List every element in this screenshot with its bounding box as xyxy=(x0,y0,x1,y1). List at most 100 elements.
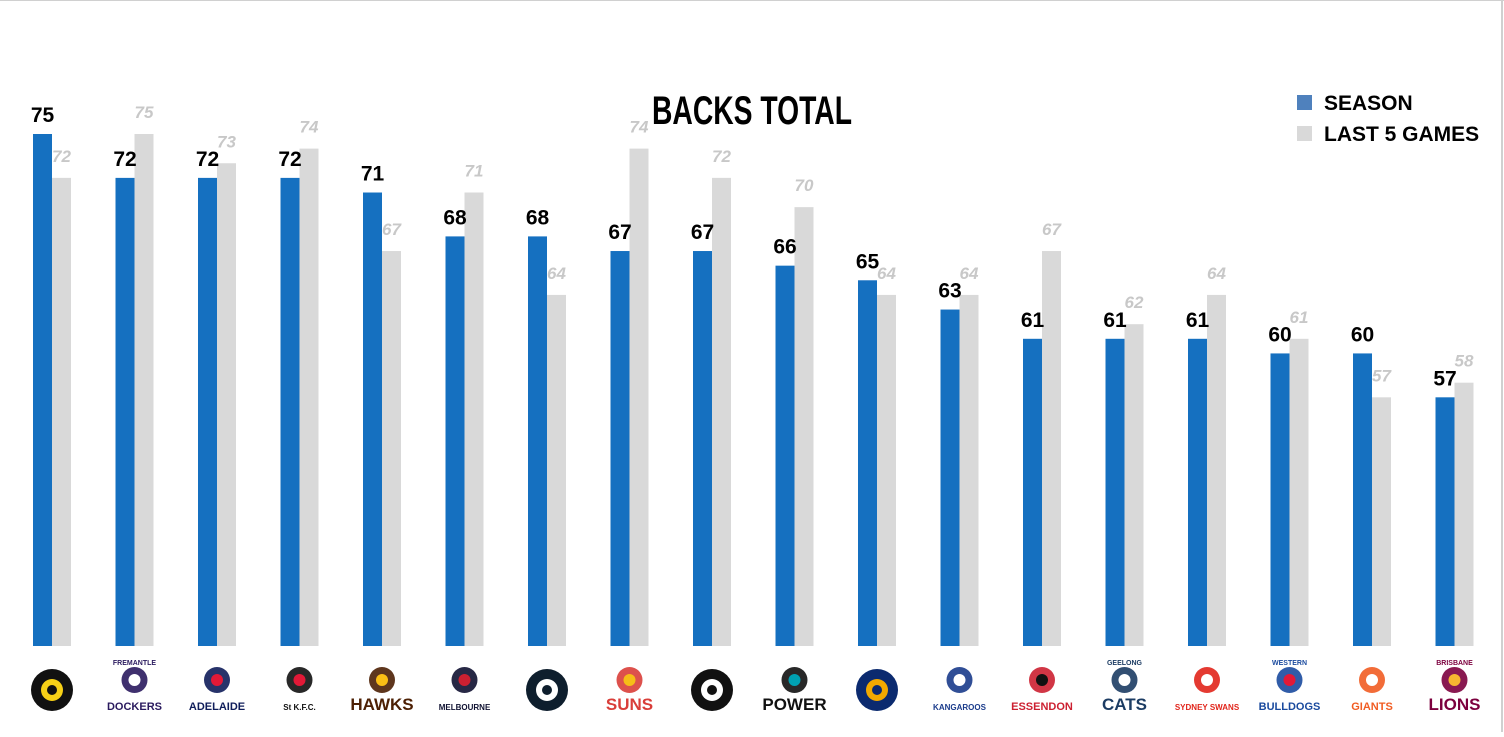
bar-season-hawthorn xyxy=(363,192,382,646)
label-last5-fremantle: 75 xyxy=(135,103,154,122)
power-icon: POWER xyxy=(762,667,827,714)
label-last5-adelaide: 73 xyxy=(217,132,236,151)
label-last5-essendon: 67 xyxy=(1042,220,1062,239)
label-season-gold-coast: 67 xyxy=(608,221,631,244)
bar-last5-fremantle xyxy=(134,134,154,646)
label-last5-melbourne: 71 xyxy=(465,162,484,181)
label-season-adelaide: 72 xyxy=(196,148,219,171)
svg-text:MELBOURNE: MELBOURNE xyxy=(439,703,491,712)
bar-season-brisbane xyxy=(1435,397,1455,646)
bar-season-adelaide xyxy=(198,177,217,646)
label-season-western-bulldogs: 60 xyxy=(1268,323,1291,346)
label-last5-gws: 57 xyxy=(1372,366,1392,385)
bar-season-gws xyxy=(1353,353,1372,646)
bar-season-sydney xyxy=(1188,338,1207,646)
legend-label-last5: LAST 5 GAMES xyxy=(1324,123,1479,146)
bar-season-port-adelaide xyxy=(775,265,795,646)
label-last5-collingwood: 72 xyxy=(712,147,731,166)
svg-text:St K.F.C.: St K.F.C. xyxy=(283,703,315,712)
bar-last5-melbourne xyxy=(464,192,484,646)
label-season-west-coast: 65 xyxy=(856,250,880,273)
label-last5-north-melbourne: 64 xyxy=(960,264,979,283)
magpie-icon xyxy=(691,669,733,711)
label-season-richmond: 75 xyxy=(31,104,55,127)
bar-season-richmond xyxy=(33,134,52,646)
bar-last5-gold-coast xyxy=(629,148,649,646)
bar-season-collingwood xyxy=(693,251,712,646)
bar-season-western-bulldogs xyxy=(1270,353,1290,646)
label-last5-sydney: 64 xyxy=(1207,264,1226,283)
bar-last5-hawthorn xyxy=(382,251,401,646)
bar-last5-collingwood xyxy=(712,177,731,646)
svg-text:GEELONG: GEELONG xyxy=(1107,660,1143,667)
svg-text:FREMANTLE: FREMANTLE xyxy=(113,660,156,667)
label-last5-st-kilda: 74 xyxy=(300,118,319,137)
label-last5-west-coast: 64 xyxy=(877,264,896,283)
bar-last5-north-melbourne xyxy=(959,294,979,646)
label-season-gws: 60 xyxy=(1351,323,1374,346)
legend-swatch-season xyxy=(1297,95,1312,110)
bar-season-st-kilda xyxy=(280,177,300,646)
bar-last5-carlton xyxy=(547,294,566,646)
bar-last5-richmond xyxy=(52,177,71,646)
label-last5-western-bulldogs: 61 xyxy=(1290,308,1309,327)
kangaroo-icon: KANGAROOS xyxy=(933,667,987,712)
melbourne-shield-icon: MELBOURNE xyxy=(439,667,491,712)
bar-season-gold-coast xyxy=(610,251,630,646)
svg-text:HAWKS: HAWKS xyxy=(350,695,413,714)
svg-text:KANGAROOS: KANGAROOS xyxy=(933,703,987,712)
swan-icon: SYDNEY SWANS xyxy=(1175,667,1240,712)
tiger-icon xyxy=(31,669,73,711)
bars-group xyxy=(33,134,1474,646)
bar-season-fremantle xyxy=(115,177,135,646)
svg-text:DOCKERS: DOCKERS xyxy=(107,701,162,713)
bar-season-west-coast xyxy=(858,280,877,646)
label-season-carlton: 68 xyxy=(526,206,550,229)
bar-season-melbourne xyxy=(445,236,465,646)
label-season-north-melbourne: 63 xyxy=(938,280,961,303)
bar-season-carlton xyxy=(528,236,547,646)
label-season-fremantle: 72 xyxy=(113,148,136,171)
bulldog-icon: WESTERN BULLDOGS xyxy=(1259,660,1321,713)
bar-last5-adelaide xyxy=(217,163,236,646)
cat-icon: GEELONG CATS xyxy=(1102,660,1147,714)
label-last5-carlton: 64 xyxy=(547,264,566,283)
legend-swatch-last5 xyxy=(1297,126,1312,141)
label-season-brisbane: 57 xyxy=(1433,367,1456,390)
label-season-essendon: 61 xyxy=(1021,309,1045,332)
bar-last5-western-bulldogs xyxy=(1289,338,1309,646)
label-last5-geelong: 62 xyxy=(1125,293,1144,312)
bar-last5-geelong xyxy=(1124,324,1144,646)
legend-label-season: SEASON xyxy=(1324,92,1413,115)
label-last5-port-adelaide: 70 xyxy=(795,176,814,195)
bar-last5-west-coast xyxy=(877,294,896,646)
svg-text:WESTERN: WESTERN xyxy=(1272,660,1307,667)
giants-icon: GIANTS xyxy=(1351,667,1393,713)
label-last5-hawthorn: 67 xyxy=(382,220,402,239)
sun-icon: SUNS xyxy=(606,667,653,714)
carlton-monogram-icon xyxy=(526,669,568,711)
svg-text:BRISBANE: BRISBANE xyxy=(1436,660,1473,667)
label-last5-brisbane: 58 xyxy=(1455,352,1474,371)
svg-text:SUNS: SUNS xyxy=(606,695,653,714)
crow-icon: ADELAIDE xyxy=(189,667,245,713)
bomber-icon: ESSENDON xyxy=(1011,667,1073,713)
svg-text:CATS: CATS xyxy=(1102,695,1147,714)
bar-last5-sydney xyxy=(1207,294,1226,646)
bar-last5-port-adelaide xyxy=(794,207,814,646)
svg-text:ADELAIDE: ADELAIDE xyxy=(189,701,245,713)
label-season-hawthorn: 71 xyxy=(361,163,385,186)
label-last5-gold-coast: 74 xyxy=(630,118,649,137)
team-logos-group: FREMANTLE DOCKERS ADELAIDE St K.F.C. HAWKS ME… xyxy=(31,660,1480,714)
bar-season-geelong xyxy=(1105,338,1125,646)
bar-last5-essendon xyxy=(1042,251,1061,646)
hawk-icon: HAWKS xyxy=(350,667,414,714)
svg-text:POWER: POWER xyxy=(762,695,826,714)
bar-last5-brisbane xyxy=(1454,382,1474,646)
label-season-port-adelaide: 66 xyxy=(773,236,796,259)
label-season-st-kilda: 72 xyxy=(278,148,301,171)
cross-shield-icon: St K.F.C. xyxy=(283,667,316,712)
